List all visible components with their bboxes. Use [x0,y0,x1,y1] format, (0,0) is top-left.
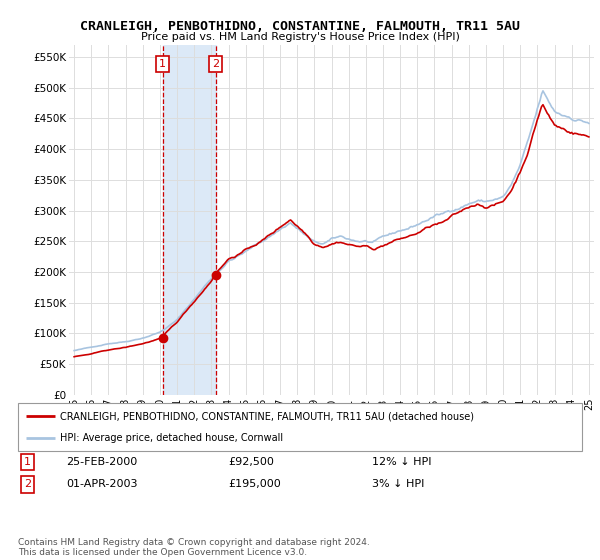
Text: 01-APR-2003: 01-APR-2003 [66,479,137,489]
Text: 2: 2 [24,479,31,489]
Text: 1: 1 [159,59,166,69]
Text: 12% ↓ HPI: 12% ↓ HPI [372,457,431,467]
Text: HPI: Average price, detached house, Cornwall: HPI: Average price, detached house, Corn… [60,433,283,443]
Text: CRANLEIGH, PENBOTHIDNO, CONSTANTINE, FALMOUTH, TR11 5AU (detached house): CRANLEIGH, PENBOTHIDNO, CONSTANTINE, FAL… [60,411,475,421]
FancyBboxPatch shape [18,403,582,451]
Text: Price paid vs. HM Land Registry's House Price Index (HPI): Price paid vs. HM Land Registry's House … [140,32,460,43]
Bar [163,45,215,395]
Text: £92,500: £92,500 [228,457,274,467]
Text: CRANLEIGH, PENBOTHIDNO, CONSTANTINE, FALMOUTH, TR11 5AU: CRANLEIGH, PENBOTHIDNO, CONSTANTINE, FAL… [80,20,520,32]
Text: 1: 1 [24,457,31,467]
Text: 3% ↓ HPI: 3% ↓ HPI [372,479,424,489]
Text: 25-FEB-2000: 25-FEB-2000 [66,457,137,467]
Text: £195,000: £195,000 [228,479,281,489]
Text: Contains HM Land Registry data © Crown copyright and database right 2024.
This d: Contains HM Land Registry data © Crown c… [18,538,370,557]
Text: 2: 2 [212,59,219,69]
